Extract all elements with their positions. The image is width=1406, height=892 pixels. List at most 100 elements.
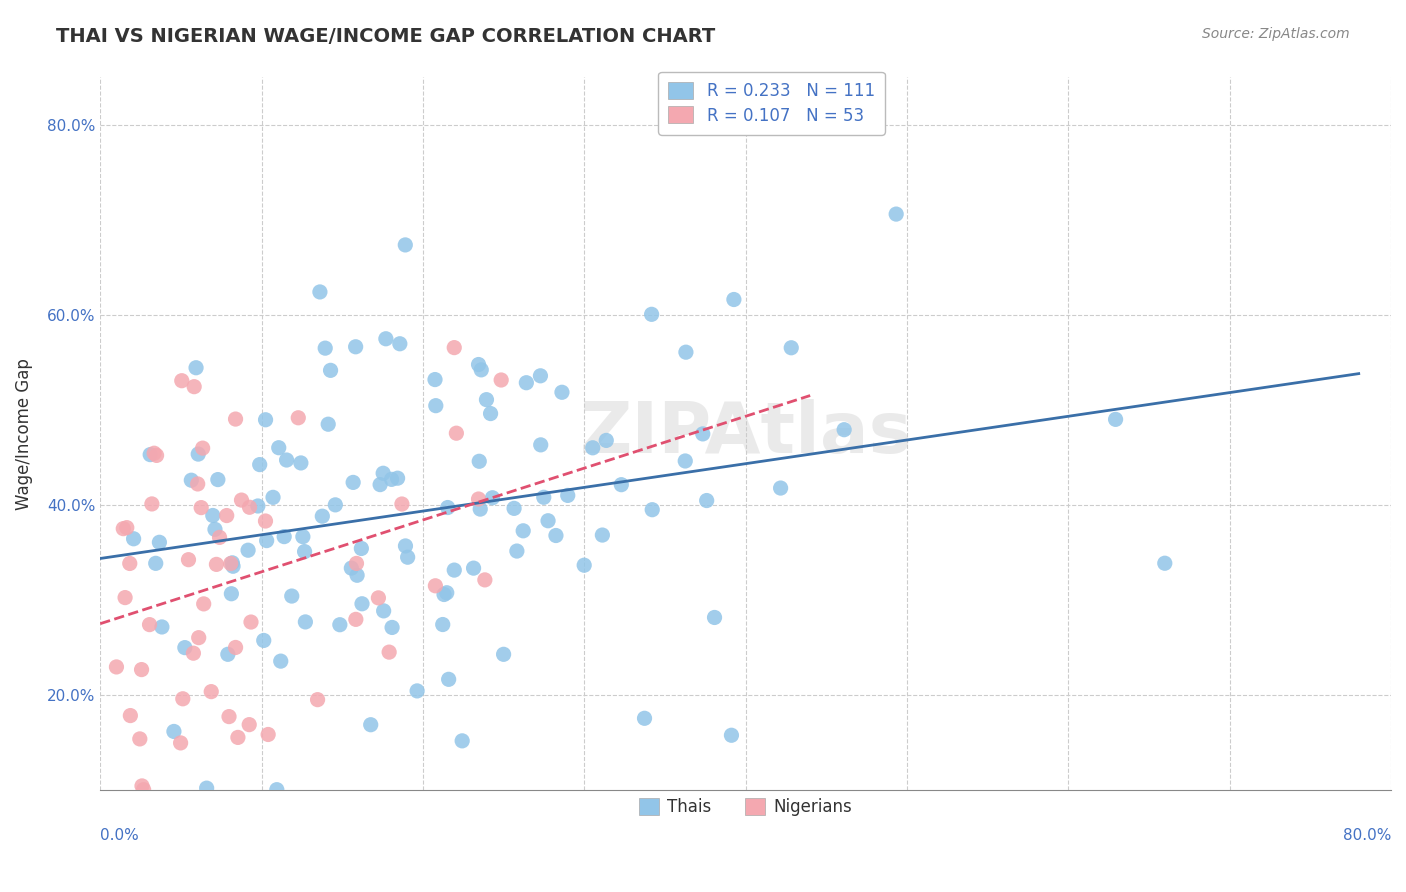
Point xyxy=(139,448,162,462)
Point xyxy=(720,728,742,742)
Point xyxy=(236,543,259,558)
Point xyxy=(131,663,153,677)
Point xyxy=(406,684,429,698)
Point xyxy=(180,473,202,487)
Point xyxy=(183,379,205,393)
Point xyxy=(225,412,247,426)
Point xyxy=(467,358,489,372)
Point xyxy=(692,426,714,441)
Point xyxy=(350,541,373,556)
Point xyxy=(470,363,492,377)
Text: ZIPAtlas: ZIPAtlas xyxy=(579,399,912,468)
Point xyxy=(512,524,534,538)
Point xyxy=(307,692,329,706)
Point xyxy=(529,368,551,383)
Point xyxy=(769,481,792,495)
Point xyxy=(246,499,269,513)
Point xyxy=(673,454,696,468)
Point xyxy=(191,441,214,455)
Point xyxy=(219,557,242,571)
Point xyxy=(506,544,529,558)
Point xyxy=(221,556,243,570)
Point xyxy=(344,612,367,626)
Point xyxy=(551,385,574,400)
Point xyxy=(118,557,141,571)
Point xyxy=(344,340,367,354)
Point xyxy=(238,500,260,515)
Point xyxy=(114,591,136,605)
Point xyxy=(226,731,249,745)
Point xyxy=(132,782,155,797)
Point xyxy=(267,441,290,455)
Point xyxy=(641,502,664,516)
Point xyxy=(544,528,567,542)
Point xyxy=(254,413,277,427)
Point xyxy=(468,454,491,468)
Point xyxy=(394,238,416,252)
Point xyxy=(474,573,496,587)
Point xyxy=(832,423,855,437)
Point xyxy=(138,617,160,632)
Point xyxy=(640,307,662,321)
Point xyxy=(436,500,458,515)
Point xyxy=(780,341,803,355)
Point xyxy=(342,475,364,490)
Point xyxy=(503,501,526,516)
Point xyxy=(492,648,515,662)
Point xyxy=(187,477,209,491)
Point xyxy=(311,509,333,524)
Text: 80.0%: 80.0% xyxy=(1343,828,1391,843)
Point xyxy=(238,717,260,731)
Point xyxy=(314,341,336,355)
Point xyxy=(143,446,166,460)
Point xyxy=(128,731,150,746)
Point xyxy=(703,610,725,624)
Point xyxy=(287,410,309,425)
Point xyxy=(696,493,718,508)
Point xyxy=(443,341,465,355)
Point xyxy=(141,497,163,511)
Point xyxy=(388,336,411,351)
Y-axis label: Wage/Income Gap: Wage/Income Gap xyxy=(15,358,32,509)
Text: Source: ZipAtlas.com: Source: ZipAtlas.com xyxy=(1202,27,1350,41)
Point xyxy=(195,781,218,796)
Point xyxy=(723,293,745,307)
Point xyxy=(582,441,605,455)
Point xyxy=(170,374,193,388)
Point xyxy=(394,539,416,553)
Point xyxy=(122,532,145,546)
Point xyxy=(329,617,352,632)
Point xyxy=(1153,556,1175,570)
Point xyxy=(557,488,579,502)
Point xyxy=(530,438,553,452)
Point xyxy=(451,734,474,748)
Point xyxy=(240,615,263,629)
Point xyxy=(112,522,135,536)
Point xyxy=(231,493,253,508)
Point xyxy=(145,449,167,463)
Point xyxy=(221,587,243,601)
Text: THAI VS NIGERIAN WAGE/INCOME GAP CORRELATION CHART: THAI VS NIGERIAN WAGE/INCOME GAP CORRELA… xyxy=(56,27,716,45)
Point xyxy=(207,473,229,487)
Point xyxy=(437,673,460,687)
Legend: Thais, Nigerians: Thais, Nigerians xyxy=(631,789,860,824)
Point xyxy=(884,207,907,221)
Point xyxy=(373,604,395,618)
Point xyxy=(120,708,142,723)
Point xyxy=(273,530,295,544)
Point xyxy=(270,654,292,668)
Point xyxy=(675,345,697,359)
Point xyxy=(572,558,595,573)
Point xyxy=(173,640,195,655)
Point xyxy=(169,736,191,750)
Point xyxy=(131,779,153,793)
Point xyxy=(208,530,231,544)
Point xyxy=(489,373,512,387)
Point xyxy=(262,491,284,505)
Point xyxy=(346,557,368,571)
Point xyxy=(215,508,238,523)
Point xyxy=(281,589,304,603)
Point xyxy=(163,724,186,739)
Point xyxy=(433,587,456,601)
Point xyxy=(610,477,633,491)
